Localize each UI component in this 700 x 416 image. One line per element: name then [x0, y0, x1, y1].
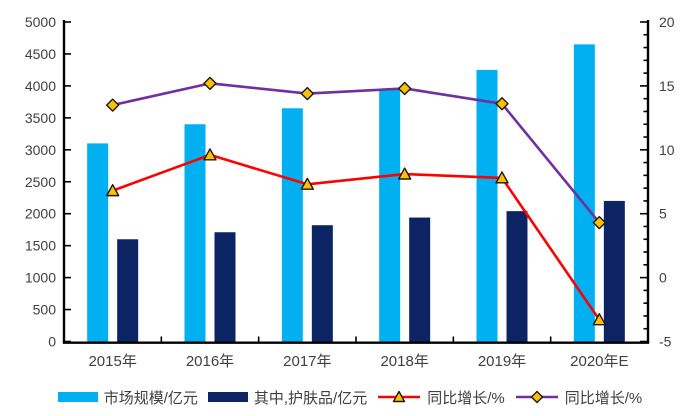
purple-line-diamond-marker-icon	[515, 390, 558, 404]
legend-item-market-size: 市场规模/亿元	[57, 387, 198, 408]
x-axis-category-label: 2020年E	[570, 353, 628, 370]
legend-label-market-size: 市场规模/亿元	[103, 389, 198, 407]
bar-market-size-2020年E	[573, 44, 595, 343]
combo-chart: 0 500 1000 1500 2000 2500 3000 3500 4000 4500 5000…	[25, 14, 675, 370]
legend-marker-triangle-icon	[393, 390, 406, 403]
bar-skincare-2020年E	[603, 200, 625, 343]
line-yoy-growth-red	[112, 153, 601, 321]
legend-marker-diamond-icon	[530, 390, 543, 404]
left-axis-tick-label: 5000	[25, 14, 56, 30]
bar-market-size-2016年	[184, 124, 206, 343]
left-axis-tick-label: 500	[33, 302, 57, 318]
marker-triangle-2018年	[397, 167, 412, 180]
marker-triangle-2016年	[203, 148, 217, 161]
x-axis-category-label: 2015年	[88, 353, 136, 370]
legend-item-skincare: 其中,护肤品/亿元	[207, 387, 368, 408]
marker-diamond-2017年	[300, 86, 315, 101]
bar-market-size-2015年	[87, 143, 109, 343]
bar-skincare-2018年	[409, 217, 431, 343]
left-axis-tick-label: 4000	[25, 78, 56, 94]
legend-item-yoy-growth-red: 同比增长/%	[377, 387, 505, 408]
x-axis-category-label: 2016年	[186, 353, 234, 370]
bar-skincare-2016年	[214, 232, 236, 343]
marker-diamond-2018年	[397, 81, 412, 96]
right-axis-tick-label: 15	[659, 78, 675, 94]
marker-diamond-2020年E	[592, 215, 607, 230]
left-axis-tick-label: 2500	[25, 174, 56, 190]
left-axis-tick-label: 3500	[25, 110, 56, 126]
marker-diamond-2015年	[105, 98, 120, 112]
market-size-swatch-icon	[57, 392, 98, 402]
right-axis-tick-label: -5	[659, 334, 672, 350]
left-axis-tick-label: 1000	[25, 270, 56, 286]
right-axis-tick-label: 10	[659, 142, 675, 158]
marker-diamond-2016年	[203, 76, 217, 91]
bar-skincare-2015年	[117, 239, 139, 343]
chart-legend: 市场规模/亿元 其中,护肤品/亿元 同比增长/% 同比增长/%	[0, 381, 700, 413]
marker-triangle-2020年E	[592, 313, 607, 326]
bar-market-size-2019年	[476, 69, 498, 343]
left-axis-tick-label: 2000	[25, 206, 56, 222]
red-line-triangle-marker-icon	[378, 390, 421, 403]
legend-label-yoy-growth-purple: 同比增长/%	[564, 389, 643, 407]
left-axis-tick-label: 1500	[25, 238, 56, 254]
right-axis-tick-label: 20	[659, 14, 675, 30]
x-axis-category-label: 2017年	[283, 353, 331, 370]
marker-triangle-2019年	[495, 171, 509, 184]
skincare-swatch-icon	[207, 392, 248, 402]
bar-market-size-2018年	[379, 89, 401, 343]
line-yoy-growth-purple	[112, 82, 601, 224]
bar-skincare-2017年	[311, 225, 333, 343]
right-axis-tick-label: 0	[659, 270, 667, 286]
right-axis-tick-label: 5	[659, 206, 667, 222]
marker-triangle-2017年	[300, 177, 315, 190]
marker-triangle-2015年	[105, 183, 120, 197]
legend-label-yoy-growth-red: 同比增长/%	[427, 389, 505, 407]
left-axis-tick-label: 3000	[25, 142, 56, 158]
x-axis-category-label: 2019年	[478, 353, 526, 370]
legend-item-yoy-growth-purple: 同比增长/%	[515, 387, 643, 408]
marker-diamond-2019年	[495, 97, 509, 111]
bar-market-size-2017年	[281, 108, 303, 343]
x-axis-category-label: 2018年	[380, 353, 428, 370]
legend-label-skincare: 其中,护肤品/亿元	[253, 389, 368, 407]
bar-skincare-2019年	[506, 211, 528, 343]
left-axis-tick-label: 4500	[25, 46, 56, 62]
left-axis-tick-label: 0	[48, 334, 56, 350]
